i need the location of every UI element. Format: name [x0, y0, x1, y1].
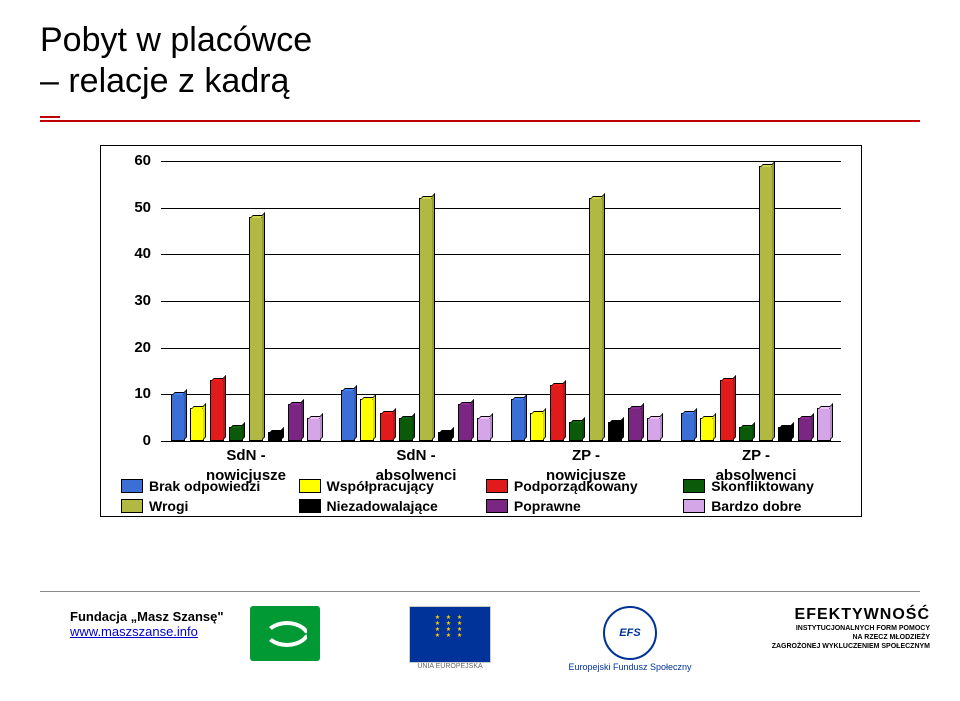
- eu-flag-logo: UNIA EUROPEJSKA: [400, 606, 500, 676]
- bar: [681, 413, 695, 441]
- y-axis-label: 60: [101, 152, 151, 169]
- x-label-l2: absolwenci: [716, 467, 797, 484]
- bar: [268, 432, 282, 441]
- y-axis-label: 10: [101, 385, 151, 402]
- bar: [700, 418, 714, 441]
- bar: [190, 408, 204, 441]
- project-sub-1: INSTYTUCJONALNYCH FORM POMOCY: [760, 624, 930, 633]
- bar: [778, 427, 792, 441]
- efs-label: Europejski Fundusz Społeczny: [560, 662, 700, 672]
- x-axis-label: SdN - absolwenci: [331, 446, 501, 485]
- bar: [210, 380, 224, 441]
- x-axis-label: ZP - nowicjusze: [501, 446, 671, 485]
- legend-item: Niezadowalające: [299, 498, 486, 514]
- legend-swatch: [486, 499, 508, 513]
- legend-swatch: [121, 499, 143, 513]
- chart-groups: [161, 161, 841, 441]
- bar: [739, 427, 753, 441]
- footer-rule: [40, 591, 920, 592]
- legend-label: Bardzo dobre: [711, 498, 801, 514]
- x-label-l1: ZP -: [572, 447, 600, 464]
- bar: [608, 422, 622, 441]
- x-axis-label: ZP - absolwenci: [671, 446, 841, 485]
- efs-logo: EFS Europejski Fundusz Społeczny: [560, 606, 700, 672]
- bar: [530, 413, 544, 441]
- bar: [589, 198, 603, 441]
- gridline: [161, 441, 841, 442]
- bar: [360, 399, 374, 441]
- bar: [798, 418, 812, 441]
- title-line-2: – relacje z kadrą: [40, 61, 312, 102]
- bar-chart: Brak odpowiedziWspółpracującyPodporządko…: [100, 145, 862, 517]
- bar: [438, 432, 452, 441]
- project-name-block: EFEKTYWNOŚĆ INSTYTUCJONALNYCH FORM POMOC…: [760, 606, 930, 651]
- legend-label: Poprawne: [514, 498, 581, 514]
- bar: [288, 404, 302, 441]
- bar: [171, 394, 185, 441]
- project-title: EFEKTYWNOŚĆ: [760, 606, 930, 624]
- bar: [647, 418, 661, 441]
- x-axis-label: SdN - nowicjusze: [161, 446, 331, 485]
- green-arrows-logo: [250, 606, 320, 661]
- x-label-l1: ZP -: [742, 447, 770, 464]
- y-axis-label: 40: [101, 245, 151, 262]
- bar: [458, 404, 472, 441]
- x-label-l2: absolwenci: [376, 467, 457, 484]
- x-label-l1: SdN -: [226, 447, 265, 464]
- eu-flag-icon: [409, 606, 491, 663]
- bar: [759, 166, 773, 441]
- bar: [511, 399, 525, 441]
- legend-label: Niezadowalające: [327, 498, 438, 514]
- y-axis-label: 50: [101, 199, 151, 216]
- legend-item: Poprawne: [486, 498, 683, 514]
- legend-item: Wrogi: [121, 498, 299, 514]
- title-rule-short: [40, 116, 60, 118]
- efs-circle-icon: EFS: [603, 606, 657, 660]
- title-rule: [40, 120, 920, 122]
- legend-label: Wrogi: [149, 498, 188, 514]
- footer: Fundacja „Masz Szansę" www.maszszanse.in…: [0, 591, 960, 701]
- slide-title: Pobyt w placówce – relacje z kadrą: [40, 20, 312, 102]
- bar: [569, 422, 583, 441]
- legend-item: Bardzo dobre: [683, 498, 841, 514]
- bar: [399, 418, 413, 441]
- bar: [817, 408, 831, 441]
- title-line-1: Pobyt w placówce: [40, 20, 312, 61]
- foundation-name: Fundacja „Masz Szansę": [70, 609, 224, 624]
- bar: [628, 408, 642, 441]
- bar: [380, 413, 394, 441]
- x-label-l1: SdN -: [396, 447, 435, 464]
- foundation-url[interactable]: www.maszszanse.info: [70, 624, 198, 639]
- y-axis-label: 20: [101, 339, 151, 356]
- bar: [307, 418, 321, 441]
- bar: [229, 427, 243, 441]
- legend-swatch: [299, 499, 321, 513]
- y-axis-label: 30: [101, 292, 151, 309]
- bar: [477, 418, 491, 441]
- project-sub-2: NA RZECZ MŁODZIEŻY: [760, 633, 930, 642]
- project-sub-3: ZAGROŻONEJ WYKLUCZENIEM SPOŁECZNYM: [760, 642, 930, 651]
- bar: [249, 217, 263, 441]
- bar: [550, 385, 564, 441]
- legend-swatch: [121, 479, 143, 493]
- x-label-l2: nowicjusze: [546, 467, 626, 484]
- bar: [720, 380, 734, 441]
- x-label-l2: nowicjusze: [206, 467, 286, 484]
- bar: [419, 198, 433, 441]
- eu-label: UNIA EUROPEJSKA: [400, 663, 500, 670]
- footer-foundation: Fundacja „Masz Szansę" www.maszszanse.in…: [70, 609, 224, 639]
- bar: [341, 390, 355, 441]
- legend-swatch: [683, 499, 705, 513]
- y-axis-label: 0: [101, 432, 151, 449]
